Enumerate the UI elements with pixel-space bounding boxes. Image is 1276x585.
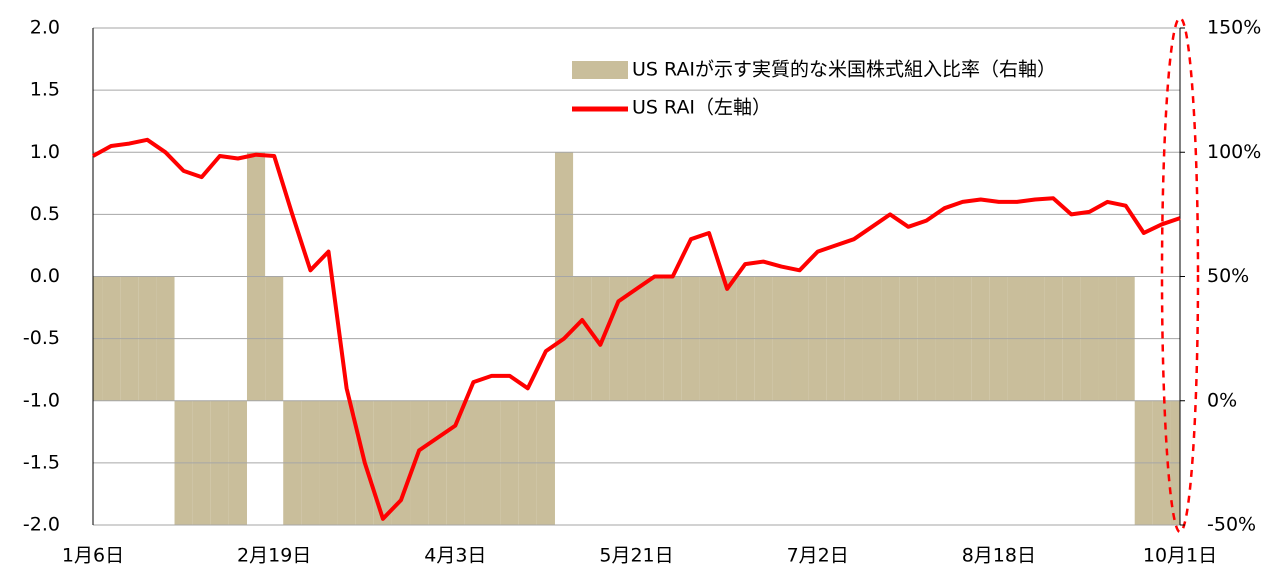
y-tick-label: 0.0: [30, 265, 60, 287]
y-tick-label: 0.5: [30, 203, 60, 225]
y-tick-label: 1.5: [30, 79, 60, 101]
y-tick-label: -0.5: [23, 327, 60, 349]
y2-tick-label: 0%: [1207, 389, 1237, 411]
y-tick-label: 1.0: [30, 141, 60, 163]
y-tick-label: 2.0: [30, 17, 60, 39]
highlight-ellipse: [1160, 16, 1200, 534]
y2-tick-label: -50%: [1207, 514, 1256, 536]
y2-tick-label: 50%: [1207, 265, 1249, 287]
x-tick-label: 2月19日: [237, 545, 311, 567]
legend-label: US RAI（左軸）: [632, 97, 771, 119]
y-tick-label: -2.0: [23, 514, 60, 536]
lines: [92, 137, 1181, 521]
y-tick-label: -1.0: [23, 389, 60, 411]
y2-tick-label: 150%: [1207, 17, 1261, 39]
line: [92, 137, 1181, 521]
legend-swatch-bar: [572, 61, 628, 79]
x-tick-label: 1月6日: [62, 545, 124, 567]
legend-label: US RAIが示す実質的な米国株式組入比率（右軸）: [632, 59, 1056, 81]
x-tick-label: 8月18日: [962, 545, 1036, 567]
x-tick-label: 7月2日: [787, 545, 849, 567]
x-tick-label: 4月3日: [424, 545, 486, 567]
grid: [93, 27, 1180, 526]
y-tick-label: -1.5: [23, 451, 60, 473]
x-tick-label: 10月1日: [1143, 545, 1217, 567]
y2-tick-label: 100%: [1207, 141, 1261, 163]
x-tick-label: 5月21日: [599, 545, 673, 567]
